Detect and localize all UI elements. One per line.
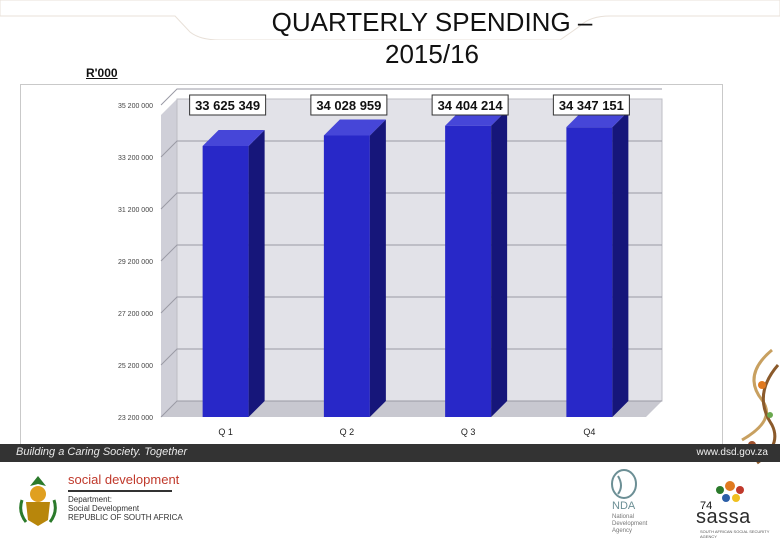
data-label: 33 625 349 (195, 98, 260, 113)
footer-website-link[interactable]: www.dsd.gov.za (696, 447, 768, 458)
y-tick-label: 25 200 000 (118, 363, 153, 370)
sd-sub-line: Department: (68, 495, 113, 504)
y-gridline (160, 88, 662, 106)
coat-of-arms-logo (19, 476, 57, 526)
y-tick-label: 27 200 000 (118, 311, 153, 318)
bar-side-q2 (369, 119, 386, 417)
bar-q4 (566, 127, 613, 417)
nda-name: NDA (612, 500, 636, 512)
page-number: 74 (700, 500, 713, 512)
data-label: 34 028 959 (316, 98, 381, 113)
x-tick-label: Q4 (583, 427, 595, 437)
x-tick-label: Q 1 (218, 427, 233, 437)
nda-logo-icon (611, 469, 637, 499)
data-label-box (310, 94, 388, 116)
sd-brand-name: social development (68, 472, 180, 487)
sassa-logo-icon (716, 481, 744, 502)
bar-side-q3 (491, 109, 508, 418)
y-tick-label: 35 200 000 (118, 103, 153, 110)
nda-sub-text: National Development Agency (612, 514, 647, 535)
bar-side-q1 (248, 129, 265, 417)
footer-band (0, 444, 780, 462)
x-tick-label: Q 2 (340, 427, 355, 437)
sd-divider (68, 490, 172, 492)
data-label: 34 347 151 (559, 98, 624, 113)
nda-sub-line: Development (612, 521, 648, 527)
bar-top-q1 (202, 129, 265, 146)
nda-sub-line: Agency (612, 528, 633, 534)
unit-label: R'000 (86, 66, 118, 80)
slide-title: QUARTERLY SPENDING – 2015/16 (271, 7, 593, 69)
sd-sub-text: Department: Social Development REPUBLIC … (68, 495, 183, 522)
sd-sub-line: Social Development (68, 504, 140, 513)
data-label-box (189, 94, 267, 116)
chart-side-wall (161, 99, 177, 417)
bar-q1 (202, 145, 249, 417)
bar-q2 (323, 135, 370, 417)
title-tab (0, 0, 780, 40)
data-label: 34 404 214 (438, 98, 504, 113)
bar-chart: 23 200 000 25 200 000 27 200 000 29 200 000… (118, 88, 663, 437)
sassa-name: sassa (696, 506, 751, 528)
footer-tagline: Building a Caring Society. Together (16, 446, 188, 458)
y-tick-label: 29 200 000 (118, 259, 153, 266)
nda-sub-line: National (612, 514, 635, 520)
sassa-sub-text: SOUTH AFRICAN SOCIAL SECURITY AGENCY (700, 529, 770, 539)
bar-q3 (445, 125, 492, 418)
sd-sub-line: REPUBLIC OF SOUTH AFRICA (68, 513, 183, 522)
chart-floor (161, 401, 662, 417)
data-label-box (552, 94, 630, 116)
y-tick-label: 33 200 000 (118, 155, 153, 162)
data-label-box (431, 94, 509, 116)
y-tick-label: 31 200 000 (118, 207, 153, 214)
x-tick-label: Q 3 (461, 427, 476, 437)
chart-frame: 23 200 000 25 200 000 27 200 000 29 200 000… (20, 84, 723, 448)
y-tick-label: 23 200 000 (118, 415, 153, 422)
bar-top-q2 (323, 119, 386, 136)
bar-side-q4 (612, 111, 629, 417)
